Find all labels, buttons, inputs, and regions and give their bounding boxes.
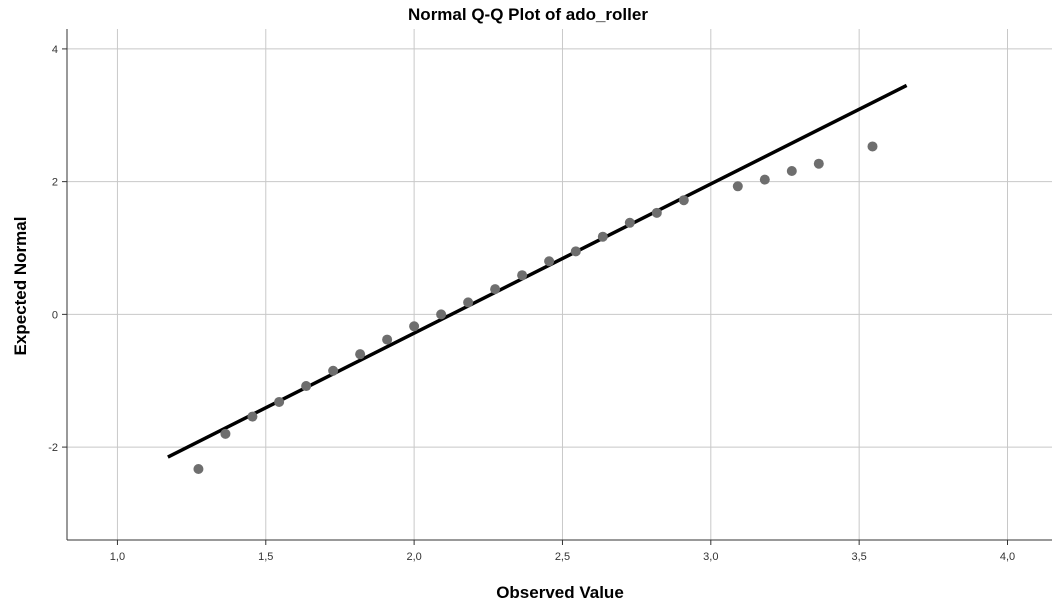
reference-line-group: [167, 83, 908, 459]
data-point: [732, 181, 743, 192]
data-point: [193, 463, 204, 474]
y-tick-label: -2: [48, 442, 58, 454]
data-point: [624, 217, 635, 228]
data-point: [328, 365, 339, 376]
x-tick-label: 1,0: [110, 551, 125, 563]
data-point: [786, 166, 797, 177]
y-axis-label: Expected Normal: [11, 217, 30, 356]
data-point: [220, 428, 231, 439]
chart-title: Normal Q-Q Plot of ado_roller: [408, 5, 648, 24]
data-points: [193, 141, 878, 474]
data-point: [301, 381, 312, 392]
x-axis-label: Observed Value: [496, 583, 624, 602]
data-point: [382, 334, 393, 345]
x-tick-label: 3,5: [852, 551, 867, 563]
data-point: [544, 256, 555, 267]
data-point: [436, 309, 447, 320]
reference-line: [167, 83, 908, 459]
data-point: [651, 207, 662, 218]
y-tick-label: 4: [52, 44, 58, 56]
x-tick-label: 1,5: [258, 551, 273, 563]
x-tick-label: 3,0: [703, 551, 718, 563]
y-tick-label: 2: [52, 177, 58, 189]
data-point: [355, 349, 366, 360]
data-point: [274, 396, 285, 407]
data-point: [759, 174, 770, 185]
x-tick-label: 2,5: [555, 551, 570, 563]
data-point: [409, 321, 420, 332]
data-point: [867, 141, 878, 152]
data-point: [597, 231, 608, 242]
data-point: [517, 270, 528, 281]
y-tick-labels: 4 2 0 -2: [48, 44, 67, 454]
data-point: [247, 411, 258, 422]
y-tick-label: 0: [52, 309, 58, 321]
data-point: [490, 284, 501, 295]
axes: [66, 29, 1052, 541]
data-point: [463, 297, 474, 308]
grid-lines: [67, 29, 1052, 540]
data-point: [678, 195, 689, 206]
x-tick-label: 4,0: [1000, 551, 1015, 563]
data-point: [570, 246, 581, 257]
x-tick-label: 2,0: [406, 551, 421, 563]
x-tick-labels: 1,0 1,5 2,0 2,5 3,0 3,5 4,0: [110, 540, 1015, 563]
data-point: [813, 158, 824, 169]
